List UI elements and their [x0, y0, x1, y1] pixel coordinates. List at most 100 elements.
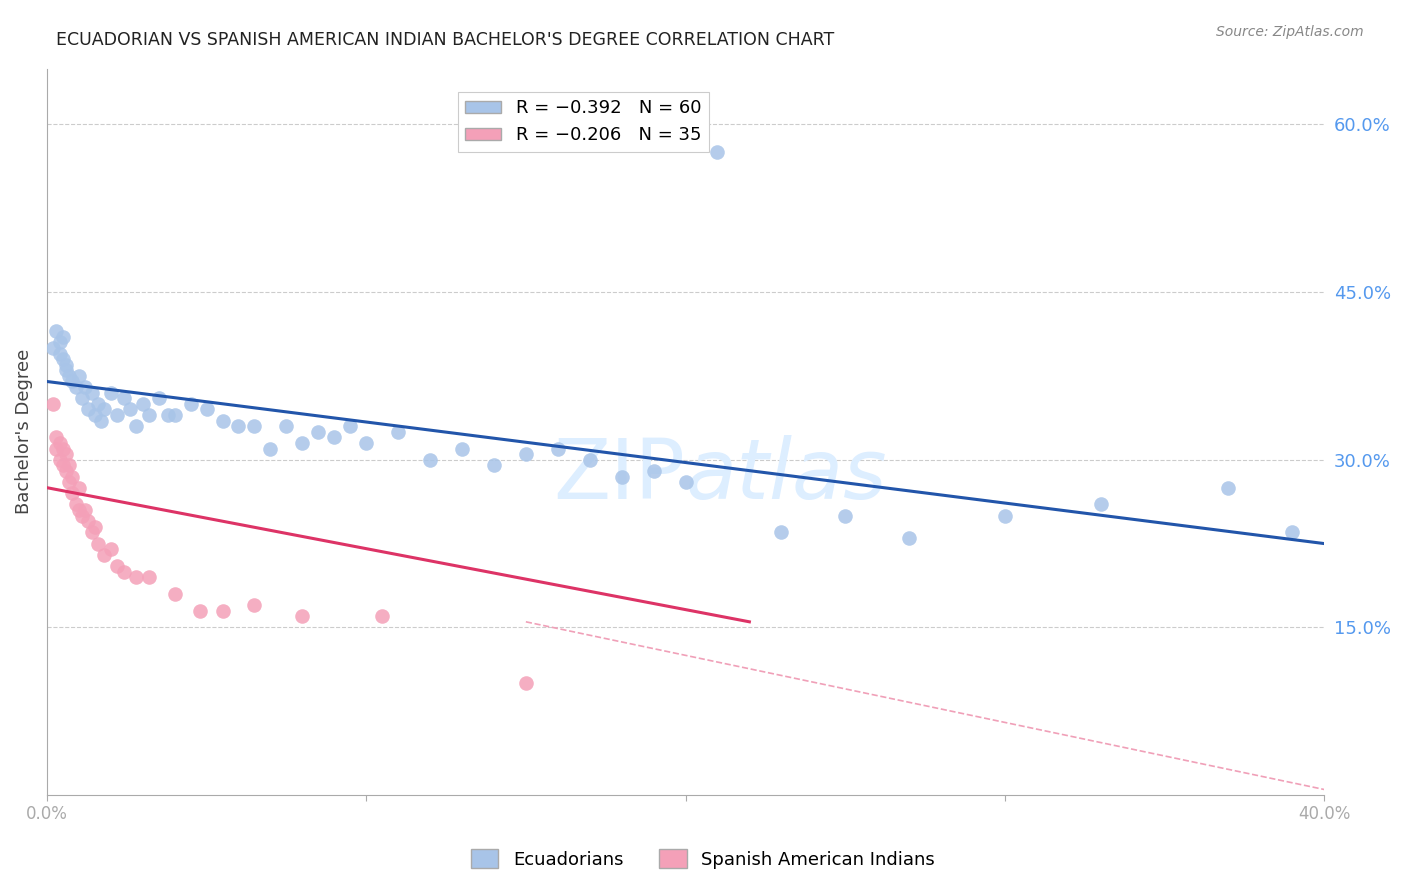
Point [80, 385, 103, 400]
Point [243, 598, 266, 612]
Point [52, 352, 75, 367]
Point [451, 442, 474, 456]
Text: Source: ZipAtlas.com: Source: ZipAtlas.com [1216, 25, 1364, 39]
Point [42, 397, 65, 411]
Point [323, 430, 346, 444]
Point [93, 402, 115, 417]
Point [131, 397, 153, 411]
Point [125, 419, 148, 434]
Point [228, 419, 250, 434]
Point [52, 442, 75, 456]
Point [80, 525, 103, 540]
Point [52, 458, 75, 473]
Point [52, 330, 75, 344]
Point [87, 397, 110, 411]
Point [307, 425, 329, 439]
Point [87, 536, 110, 550]
Point [211, 604, 233, 618]
Point [188, 604, 211, 618]
Point [45, 442, 67, 456]
Point [67, 481, 90, 495]
Point [55, 447, 77, 461]
Point [90, 414, 112, 428]
Point [138, 570, 160, 584]
Point [163, 408, 186, 422]
Point [48, 335, 70, 350]
Point [211, 414, 233, 428]
Point [58, 475, 80, 489]
Legend: R = −0.392   N = 60, R = −0.206   N = 35: R = −0.392 N = 60, R = −0.206 N = 35 [458, 92, 709, 152]
Point [77, 514, 100, 528]
Point [62, 469, 84, 483]
Legend: Ecuadorians, Spanish American Indians: Ecuadorians, Spanish American Indians [464, 842, 942, 876]
Point [83, 520, 105, 534]
Point [55, 358, 77, 372]
Point [371, 609, 394, 624]
Point [515, 676, 537, 690]
Point [77, 402, 100, 417]
Y-axis label: Bachelor's Degree: Bachelor's Degree [15, 349, 32, 515]
Point [65, 498, 87, 512]
Point [67, 368, 90, 383]
Point [55, 464, 77, 478]
Point [354, 436, 377, 450]
Point [994, 508, 1017, 523]
Point [291, 609, 314, 624]
Text: ECUADORIAN VS SPANISH AMERICAN INDIAN BACHELOR'S DEGREE CORRELATION CHART: ECUADORIAN VS SPANISH AMERICAN INDIAN BA… [56, 31, 835, 49]
Point [834, 508, 856, 523]
Point [578, 452, 600, 467]
Point [706, 145, 728, 160]
Point [387, 425, 409, 439]
Point [515, 447, 537, 461]
Point [112, 391, 135, 405]
Point [62, 486, 84, 500]
Point [125, 570, 148, 584]
Point [67, 503, 90, 517]
Text: ZIP: ZIP [554, 435, 686, 516]
Point [898, 531, 921, 545]
Point [291, 436, 314, 450]
Point [180, 397, 202, 411]
Point [48, 452, 70, 467]
Point [148, 391, 170, 405]
Point [48, 346, 70, 360]
Point [65, 380, 87, 394]
Point [770, 525, 793, 540]
Point [58, 368, 80, 383]
Point [259, 442, 281, 456]
Point [1281, 525, 1303, 540]
Point [48, 436, 70, 450]
Point [70, 508, 93, 523]
Point [112, 565, 135, 579]
Point [118, 402, 141, 417]
Point [1218, 481, 1240, 495]
Point [58, 458, 80, 473]
Point [100, 542, 122, 557]
Point [610, 469, 633, 483]
Point [482, 458, 505, 473]
Point [547, 442, 569, 456]
Point [75, 380, 97, 394]
Point [42, 341, 65, 355]
Point [163, 587, 186, 601]
Point [276, 419, 298, 434]
Point [100, 385, 122, 400]
Point [643, 464, 665, 478]
Point [157, 408, 180, 422]
Point [83, 408, 105, 422]
Point [70, 391, 93, 405]
Point [75, 503, 97, 517]
Point [105, 408, 128, 422]
Point [138, 408, 160, 422]
Point [62, 375, 84, 389]
Point [243, 419, 266, 434]
Point [105, 558, 128, 573]
Point [419, 452, 441, 467]
Point [339, 419, 361, 434]
Point [55, 363, 77, 377]
Point [45, 430, 67, 444]
Point [675, 475, 697, 489]
Text: atlas: atlas [686, 435, 887, 516]
Point [45, 324, 67, 338]
Point [93, 548, 115, 562]
